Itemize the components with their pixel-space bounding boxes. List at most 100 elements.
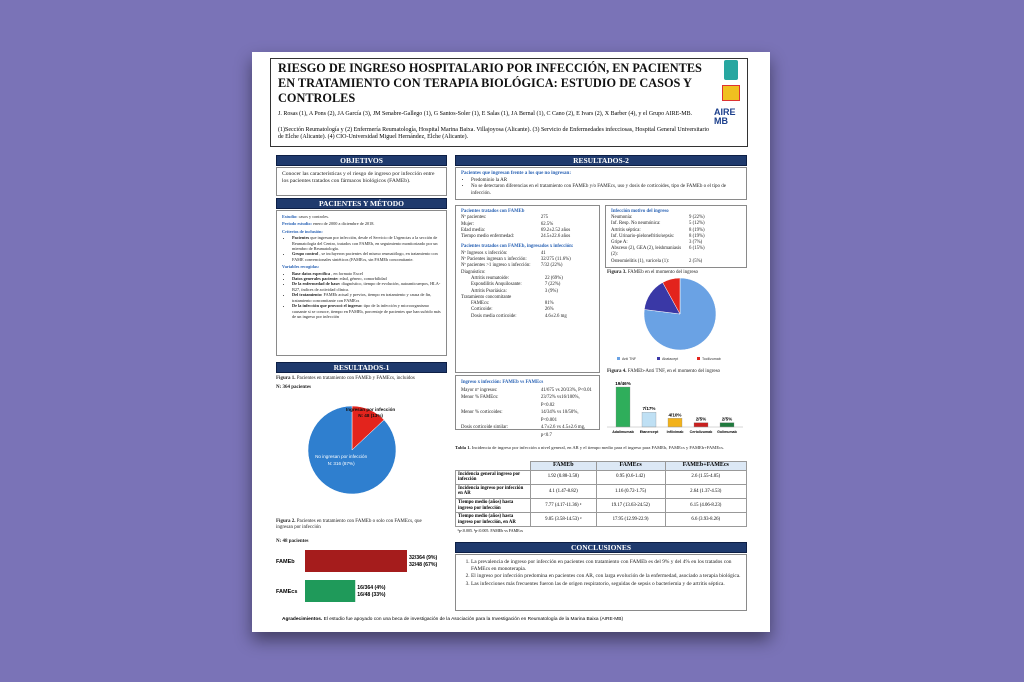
row-label: Dosis media corticoide: [471,313,517,319]
table-cell: 1.92 (0.88-3.58) [530,469,597,485]
slice-value-label: N: 316 (87%) [328,461,356,466]
column-header: FAMEcs [595,461,666,471]
line: Estudio: casos y controles. [282,214,441,219]
row-value: 22 (69%) [544,275,563,281]
row-value: 3 (7%) [689,240,703,246]
row-value: 41 [540,250,546,256]
row-value: 41/675 vs 20/33%, P<0.01 [540,387,592,393]
category-label: FAMEcs [276,589,297,595]
item-text: , en formato Excel [331,270,364,276]
table-label: Tabla 1. [455,445,471,450]
text: enero de 2000 a diciembre de 2018. [313,221,375,227]
table-cell: 17.95 (12.99-22.9) [595,512,666,528]
section-heading: PACIENTES Y MÉTODO [276,198,447,209]
row: Artritis reumatoide: 22 (69%) [461,276,594,282]
table-cell: 0.95 (0.6-1.42) [595,469,666,485]
vs-box: Ingreso x infección: FAMEb vs FAMEcs Mayo… [455,375,600,438]
table-cell: 4.1 (1.47-8.82) [530,483,597,499]
section-heading: RESULTADOS-1 [276,362,447,373]
table-cell: Incidencia general ingreso por infección [455,469,531,485]
row-value: 4.7±2.6 vs 4.5±2.6 mg, p<0.7 [540,425,586,438]
column-header: FAMEb+FAMEcs [664,461,748,471]
row-value: 14/34% vs 10/50%, P<0.001 [540,410,579,423]
subheading: Pacientes que ingresan frente a los que … [461,171,572,176]
legend-label: Tocilizumab [702,357,721,361]
row-label: Nº Pacientes ingresan x infección: [461,257,527,263]
bar-chart: FAMEb 32/364 (9%)32/48 (67%) FAMEcs 16/364 … [276,550,438,602]
row-value: 7 (22%) [544,282,561,288]
row-value: 23/72% vs16/100%, P<0.02 [540,395,580,408]
legend-swatch [697,357,700,360]
row: Nº pacientes: 275 [461,215,594,221]
row-label: Artritis reumatoide: [471,275,509,281]
row-value: 4.6±2.6 mg [544,313,567,319]
caption: Pacientes en tratamiento con FAMEb o sol… [276,519,422,530]
fig-label: Figura 1. [276,376,296,381]
figure-caption: Figura 1. Pacientes en tratamiento con F… [276,376,447,382]
item-lead: Base datos específica [292,270,331,276]
label: Periodo estudio: [282,221,312,227]
row-label: Dosis corticoide similar: [461,425,509,430]
row-label: Inf. Resp. No neumónica: [611,221,661,227]
row-value: 5 (12%) [689,221,705,227]
list: Base datos específica , en formato Excel… [282,271,441,320]
item-text: diagnóstico, tiempo de evolución, autoan… [292,281,441,292]
row: Artritis séptica: 8 (19%) [611,228,741,234]
row-label: Menor % FAMEcs: [461,395,499,400]
row-label: Mujer: [461,221,475,227]
authors: J. Rosas (1), A Pons (2), JA García (3),… [278,111,693,117]
row: FAMEcs: 81% [461,301,594,307]
row: Tiempo medio enfermedad: 24.5±22.6 años [461,234,594,240]
list-item: El ingreso por infección predomina en pa… [471,573,741,580]
row-label: Gripe A: [611,240,628,246]
row-value: 81% [544,301,554,307]
conclusiones-box: La prevalencia de ingreso por infección … [455,554,747,611]
table: FAMEb FAMEcs FAMEb+FAMEcs Incidencia genera… [455,461,748,535]
row: Mayor nº ingresos: 41/675 vs 20/33%, P<0.… [461,387,594,395]
legend-label: Abatacept [662,357,678,361]
category-label: Golimumab [717,430,738,434]
list: La prevalencia de ingreso por infección … [461,559,741,588]
row-label: Tiempo medio enfermedad: [461,234,515,240]
objetivos-text: Conocer las características y el riesgo … [282,171,435,184]
table-cell: Tiempo medio (años) hasta ingreso por in… [455,512,531,528]
figure-caption: Figura 4. FAMEb-Anti TNF, en el momento … [607,369,747,375]
legend-label: Anti TNF [622,357,637,361]
list-item: Grupo control , se incluyeron pacientes … [292,251,441,262]
motivo-box: Infección motivo del ingreso Neumonía: 9 (… [605,205,747,268]
fig-label: Figura 4. [607,369,627,374]
table-cell: 19.17 (13.63-24.52) [595,497,666,514]
item-lead: Grupo control [292,251,319,257]
table-cell: 2.64 (1.37-4.53) [664,483,748,499]
row-label: Absceso (2), GEA (2), leishmaniasis (2): [611,246,682,258]
row-label: Menor % corticoides: [461,410,503,415]
table-cell: Tiempo medio (años) hasta ingreso por in… [455,497,531,514]
row: Osteomielitis (1), varicela (1): 2 (5%) [611,259,741,265]
corner-cell [455,461,531,471]
slice-label: No ingresan por infección [315,454,368,459]
row: Inf. Urinario-pielonefritis/sepsis: 8 (19… [611,234,741,240]
bar [719,422,735,428]
value-label: 16/48 (33%) [357,592,386,598]
row: Nº pacientes >1 ingreso x infección: 7/32… [461,263,594,269]
pie-chart: Anti TNF Abatacept Tocilizumab [617,277,721,361]
list-item: Datos generales paciente: edad, género, … [292,276,441,281]
metodo-box: Estudio: casos y controles. Periodo estu… [276,210,447,356]
footer-lead: Agradecimientos. [282,617,323,622]
section-heading: RESULTADOS-2 [455,155,747,166]
list-item: No se detectaron diferencias en el trata… [471,184,741,196]
value-label: 4/10% [668,412,681,417]
row: Artritis Psoriásica: 3 (9%) [461,289,594,295]
n: N: 364 pacientes [276,385,311,390]
table-row: Tiempo medio (años) hasta ingreso por in… [455,512,748,528]
row-value: 2 (5%) [689,258,703,264]
value-label: 2/5% [696,417,706,422]
category-label: Infliximab [667,430,685,434]
list-item: Del tratamiento: FAMEb actual y previos,… [292,292,441,303]
row-label: Nº Ingresos x infección: [461,250,508,256]
item-lead: Datos generales paciente: [292,276,339,282]
item-text: que ingresan por infección, desde el Ser… [292,235,438,252]
n: N: 48 pacientes [276,539,309,544]
row-value: 32/275 (11.6%) [540,257,571,263]
